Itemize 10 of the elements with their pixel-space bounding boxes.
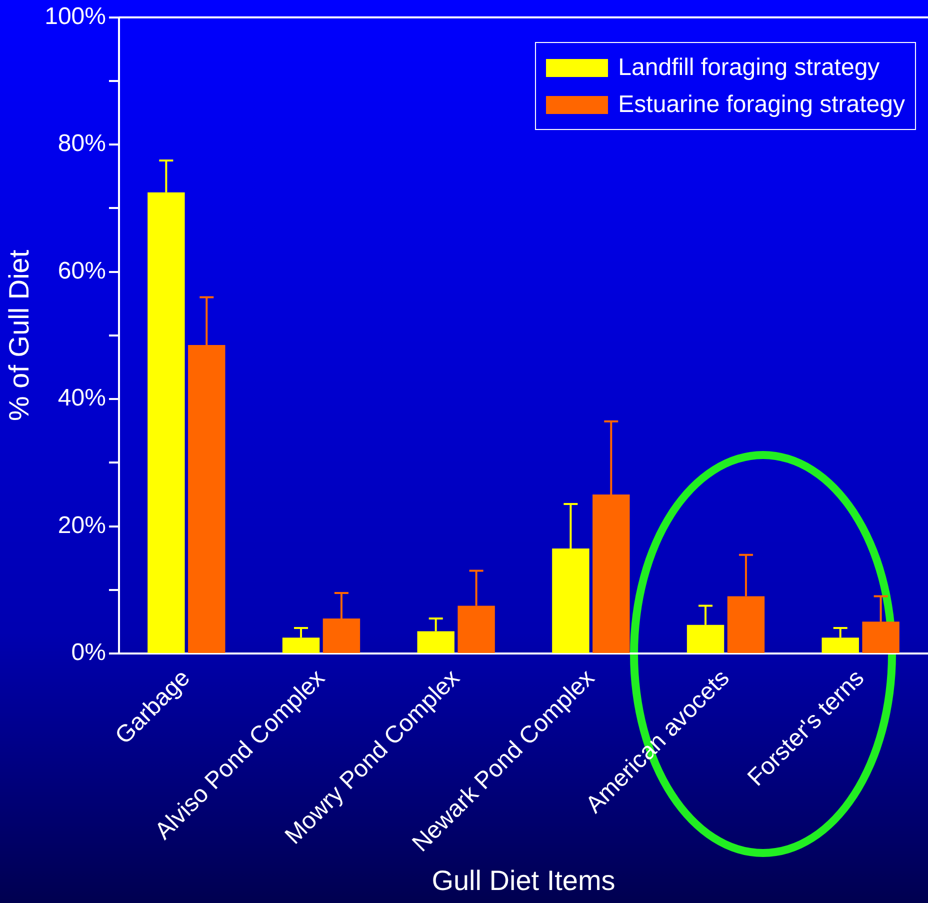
y-tick-label: 60%	[58, 257, 106, 284]
y-tick-label: 100%	[44, 3, 106, 30]
y-tick-label: 20%	[58, 512, 106, 539]
y-tick-label: 0%	[71, 639, 106, 666]
legend-label: Landfill foraging strategy	[618, 54, 880, 82]
y-axis-title: % of Gull Diet	[4, 250, 35, 422]
y-tick-label: 40%	[58, 384, 106, 412]
x-axis-title: Gull Diet Items	[432, 864, 616, 896]
y-tick-label: 80%	[58, 130, 106, 158]
legend-label: Estuarine foraging strategy	[618, 90, 905, 118]
